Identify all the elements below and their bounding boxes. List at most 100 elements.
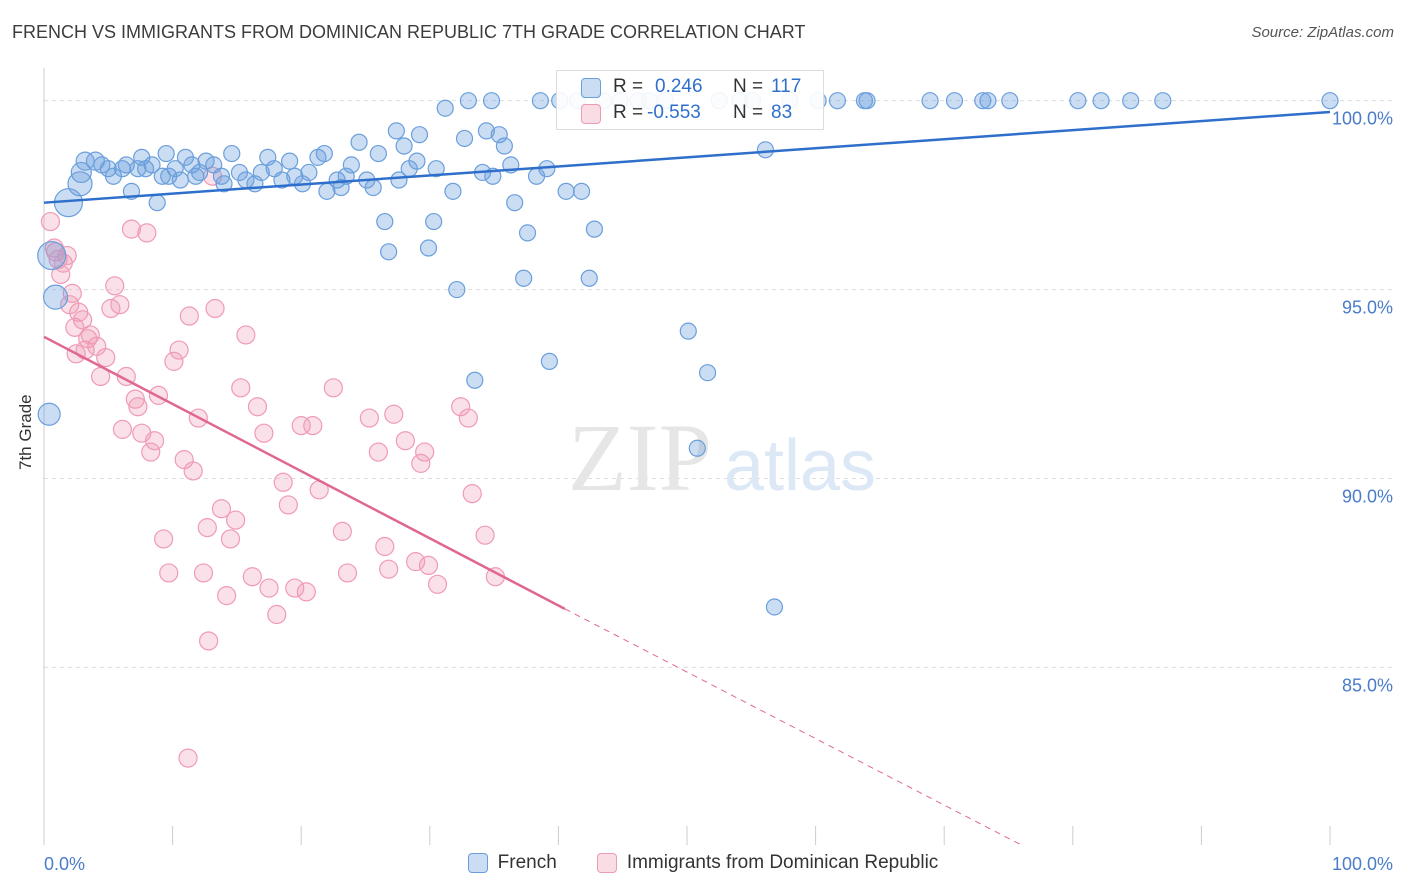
point-dominican	[375, 536, 395, 557]
trend-line-dominican-extension	[564, 608, 1022, 846]
x-tick-label-min: 0.0%	[44, 854, 85, 874]
point-french	[765, 598, 784, 616]
watermark-zip: ZIP	[568, 404, 712, 511]
point-french	[70, 161, 92, 184]
point-dominican	[236, 325, 256, 345]
point-dominican	[80, 325, 100, 345]
point-french	[376, 212, 394, 231]
point-dominican	[211, 499, 232, 519]
point-dominican	[137, 223, 157, 243]
y-tick-label: 85.0%	[1342, 675, 1393, 695]
point-dominican	[242, 567, 262, 587]
point-french	[143, 156, 161, 174]
point-dominican	[217, 586, 237, 606]
trend-line-dominican	[43, 335, 566, 610]
legend-item-dominican[interactable]: Immigrants from Dominican Republic	[596, 852, 939, 874]
point-french	[171, 171, 189, 189]
trend-line-french	[43, 110, 1331, 204]
point-french	[395, 137, 413, 155]
dominican-n-value: 83	[771, 102, 793, 123]
point-dominican	[395, 431, 415, 451]
point-french	[1122, 92, 1140, 110]
point-dominican	[45, 242, 66, 262]
point-dominican	[65, 317, 85, 337]
point-french	[410, 126, 429, 144]
french-n-value: 117	[771, 76, 802, 97]
legend-dominican-swatch	[596, 853, 617, 873]
point-dominican	[231, 378, 251, 398]
point-dominican	[226, 510, 246, 530]
point-french	[380, 243, 398, 261]
point-french	[148, 194, 166, 212]
point-french	[531, 92, 549, 110]
dominican-swatch	[581, 104, 601, 124]
point-french	[515, 269, 533, 287]
trend-lines	[43, 110, 1331, 846]
point-dominican	[462, 484, 482, 504]
axes	[43, 68, 1331, 845]
point-dominican	[475, 525, 495, 545]
watermark: ZIP atlas	[568, 404, 876, 511]
french-r-value: 0.246	[655, 76, 703, 97]
point-dominican	[247, 397, 268, 417]
stats-legend: R = 0.246 N = 117 R = -0.553 N = 83	[556, 70, 824, 130]
point-french	[858, 92, 876, 110]
point-french	[364, 178, 382, 197]
point-dominican	[451, 397, 471, 417]
y-tick-label: 90.0%	[1342, 487, 1393, 507]
point-dominican	[220, 529, 241, 549]
point-french	[427, 160, 445, 178]
point-french	[466, 371, 484, 389]
point-french	[425, 212, 443, 231]
point-dominican	[141, 442, 161, 462]
point-dominican	[105, 276, 125, 296]
point-dominican	[332, 521, 352, 541]
point-dominican	[159, 563, 179, 583]
point-french	[482, 92, 501, 110]
point-dominican	[178, 748, 198, 768]
point-dominican	[254, 423, 274, 443]
tick-labels: 85.0% 90.0% 95.0% 100.0% 0.0% 100.0%	[44, 109, 1393, 874]
point-french	[436, 99, 454, 117]
series-dominican-points	[40, 166, 505, 768]
point-dominican	[267, 604, 287, 625]
point-dominican	[72, 310, 93, 330]
series-french-points	[37, 92, 1339, 616]
point-dominican	[121, 219, 142, 239]
point-french	[1154, 92, 1172, 110]
point-french	[455, 129, 474, 148]
point-french	[387, 122, 405, 140]
point-french	[580, 269, 598, 287]
french-n-label: N =	[733, 76, 764, 97]
point-french	[540, 352, 558, 370]
point-dominican	[57, 245, 77, 266]
point-french	[459, 92, 477, 110]
point-french	[350, 133, 368, 151]
point-dominican	[411, 453, 431, 473]
point-french	[572, 182, 591, 200]
point-french	[37, 402, 61, 426]
point-dominican	[406, 552, 426, 572]
series-legend: French Immigrants from Dominican Republi…	[0, 852, 1406, 874]
point-dominican	[285, 578, 305, 598]
point-dominican	[197, 518, 217, 538]
legend-dominican-label: Immigrants from Dominican Republic	[626, 852, 939, 873]
french-r-label: R =	[613, 76, 644, 97]
legend-item-french[interactable]: French	[467, 852, 557, 874]
x-tick-label-max: 100.0%	[1332, 854, 1393, 874]
legend-french-swatch	[467, 853, 488, 873]
point-dominican	[179, 306, 199, 326]
point-french	[369, 144, 387, 163]
point-dominican	[296, 582, 316, 602]
point-french	[828, 92, 847, 110]
point-dominican	[110, 295, 130, 315]
point-dominican	[183, 461, 203, 481]
point-french	[979, 92, 997, 110]
point-french	[42, 284, 69, 310]
point-dominican	[278, 495, 298, 515]
point-french	[1092, 92, 1110, 110]
point-dominican	[458, 408, 478, 428]
point-french	[1321, 92, 1339, 110]
dominican-r-label: R =	[613, 102, 644, 123]
point-french	[252, 163, 270, 182]
